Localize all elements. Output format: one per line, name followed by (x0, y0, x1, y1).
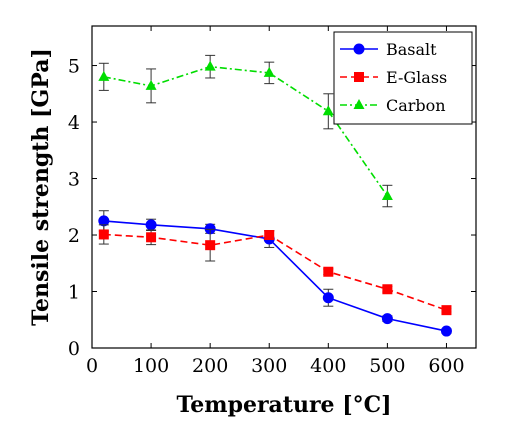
x-tick-label-1: 100 (133, 355, 169, 377)
legend-label: Carbon (386, 96, 446, 115)
y-tick-label-3: 3 (68, 169, 80, 191)
legend-label: E-Glass (386, 68, 447, 87)
data-point (145, 219, 157, 231)
data-point (381, 313, 393, 325)
x-tick-label-6: 600 (428, 355, 464, 377)
y-tick-label-2: 2 (68, 225, 80, 247)
legend-entry-basalt: Basalt (340, 40, 437, 59)
data-point (204, 60, 216, 71)
plot-frame (91, 25, 477, 349)
data-point (322, 105, 334, 116)
x-tick-label-5: 500 (369, 355, 405, 377)
data-point (441, 305, 452, 316)
y-tick-label-1: 1 (68, 282, 80, 304)
y-tick-label-0: 0 (68, 338, 80, 360)
data-point (322, 292, 334, 304)
legend: Basalt E-Glass Carbon (333, 31, 473, 125)
legend-entry-carbon: Carbon (340, 96, 446, 115)
data-point (323, 266, 334, 277)
data-point (263, 66, 275, 77)
data-point (382, 284, 393, 295)
data-point (98, 70, 110, 81)
data-point (381, 190, 393, 201)
axis-ticks (91, 26, 476, 349)
y-tick-label-4: 4 (68, 112, 80, 134)
series-layer (98, 54, 452, 337)
data-point (205, 240, 216, 251)
data-point (146, 232, 157, 243)
y-axis-title: Tensile strength [GPa] (28, 48, 54, 326)
x-tick-label-4: 400 (310, 355, 346, 377)
data-point (145, 79, 157, 90)
series-e-glass (98, 224, 452, 316)
x-axis-title: Temperature [°C] (176, 392, 391, 418)
tick-labels: 0 100 200 300 400 500 600 0 1 2 3 4 5 (68, 56, 465, 377)
data-point (264, 230, 275, 241)
data-point (440, 325, 452, 337)
data-point (98, 229, 109, 240)
x-tick-label-3: 300 (251, 355, 287, 377)
legend-marker (353, 99, 365, 109)
y-tick-label-5: 5 (68, 56, 80, 78)
series-carbon (98, 54, 393, 208)
legend-label: Basalt (386, 40, 437, 59)
x-tick-label-2: 200 (192, 355, 228, 377)
legend-entry-e-glass: E-Glass (340, 68, 447, 87)
x-tick-label-0: 0 (86, 355, 98, 377)
series-line-carbon (103, 65, 389, 197)
legend-marker (354, 72, 364, 82)
legend-marker (353, 43, 365, 55)
